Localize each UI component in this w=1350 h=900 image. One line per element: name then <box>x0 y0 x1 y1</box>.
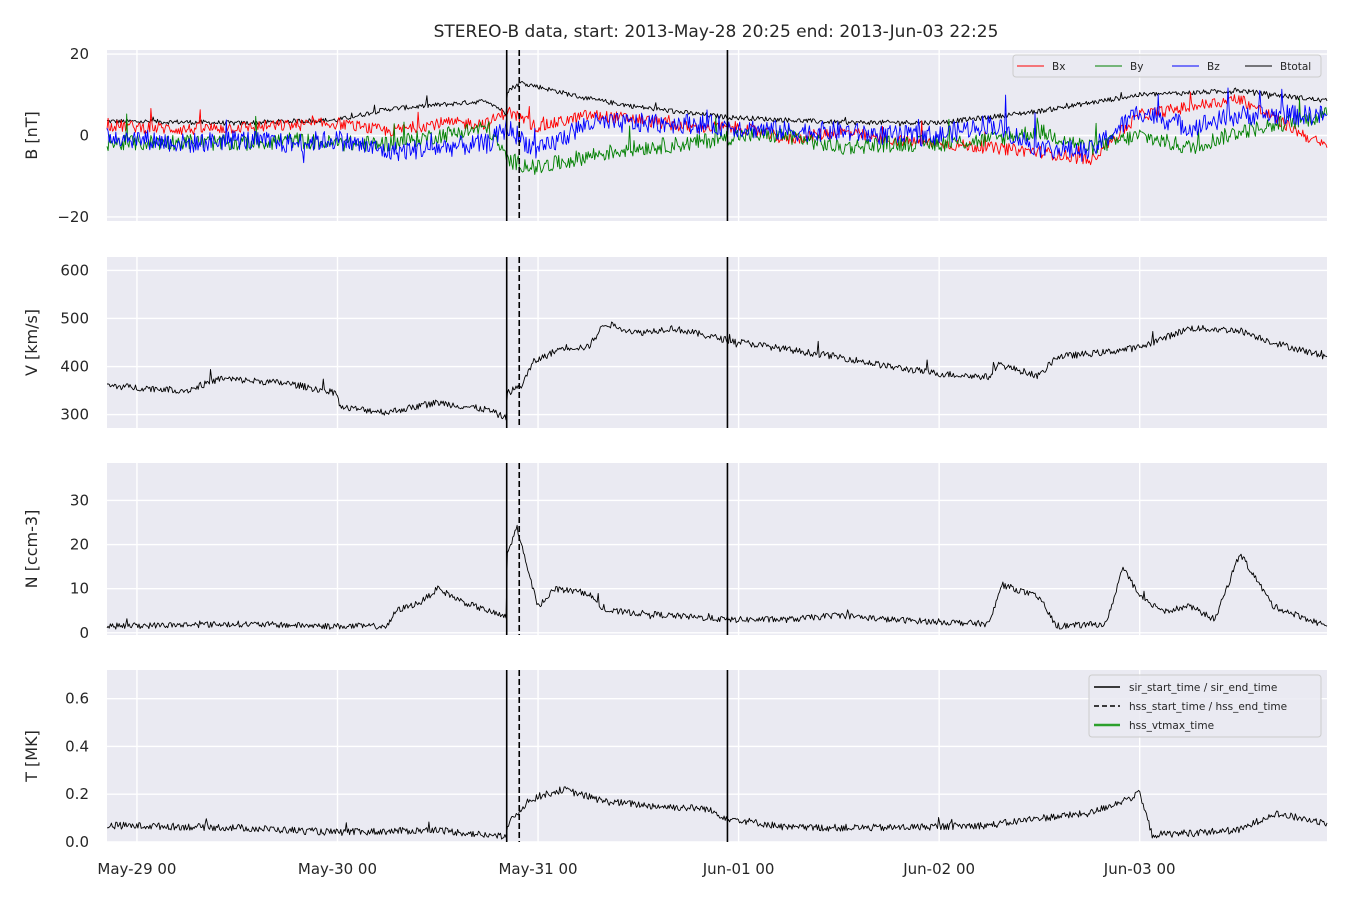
panel-V-background <box>107 257 1327 428</box>
x-tick-labels: May-29 00 May-30 00 May-31 00 Jun-01 00 Jun-… <box>97 860 1175 878</box>
series-Bz-line <box>106 87 1328 164</box>
series-Btotal-line <box>106 81 1328 127</box>
y-tick-label: 500 <box>60 309 89 327</box>
y-tick-label: 400 <box>60 358 89 376</box>
series-V-line <box>106 321 1328 421</box>
legend-b-frame <box>1012 54 1322 78</box>
legend-Bz-label: Bz <box>1207 61 1220 73</box>
y-axis-label: N [ccm-3] <box>22 510 41 589</box>
y-axis-label: V [km/s] <box>22 309 41 376</box>
series-N-line <box>106 524 1328 630</box>
x-tick-label: May-31 00 <box>498 860 577 878</box>
legend-Btotal-label: Btotal <box>1280 61 1311 73</box>
y-tick-label: 0.0 <box>65 833 89 851</box>
legend-event-label: sir_start_time / sir_end_time <box>1129 682 1277 694</box>
y-tick-label: −20 <box>57 208 89 226</box>
legend-event-times: sir_start_time / sir_end_time hss_start_t… <box>1088 674 1322 738</box>
x-tick-label: May-30 00 <box>298 860 377 878</box>
y-tick-label: 300 <box>60 406 89 424</box>
legend-By-label: By <box>1130 61 1143 73</box>
y-tick-label: 0.4 <box>65 737 89 755</box>
y-tick-label: 10 <box>70 580 89 598</box>
y-tick-label: 600 <box>60 261 89 279</box>
panel-B: −20 0 20 B [nT] Bx By Bz Btotal <box>22 45 1328 226</box>
y-tick-label: 20 <box>70 45 89 63</box>
chart-title: STEREO-B data, start: 2013-May-28 20:25 … <box>434 22 999 42</box>
y-tick-label: 0 <box>79 624 89 642</box>
x-tick-label: Jun-02 00 <box>902 860 975 878</box>
panel-V: 300 400 500 600 V [km/s] <box>22 257 1328 428</box>
series-T-line <box>107 786 1328 840</box>
y-tick-label: 0 <box>79 127 89 145</box>
y-tick-label: 30 <box>70 491 89 509</box>
legend-events-frame <box>1088 674 1322 738</box>
x-tick-label: Jun-01 00 <box>702 860 775 878</box>
y-tick-label: 0.2 <box>65 785 89 803</box>
panel-N-background <box>107 463 1327 635</box>
y-tick-label: 20 <box>70 536 89 554</box>
legend-event-label: hss_vtmax_time <box>1129 720 1214 732</box>
x-tick-label: Jun-03 00 <box>1103 860 1176 878</box>
legend-Bx-label: Bx <box>1052 61 1065 73</box>
panel-T: 0.0 0.2 0.4 0.6 T [MK] sir_start_time / sir_e… <box>22 670 1328 851</box>
y-axis-label: B [nT] <box>22 111 41 159</box>
legend-event-label: hss_start_time / hss_end_time <box>1129 701 1287 713</box>
x-tick-label: May-29 00 <box>97 860 176 878</box>
legend-b-field: Bx By Bz Btotal <box>1012 54 1322 78</box>
y-tick-label: 0.6 <box>65 690 89 708</box>
y-axis-label: T [MK] <box>22 730 41 783</box>
panel-N: 0 10 20 30 N [ccm-3] <box>22 463 1328 642</box>
